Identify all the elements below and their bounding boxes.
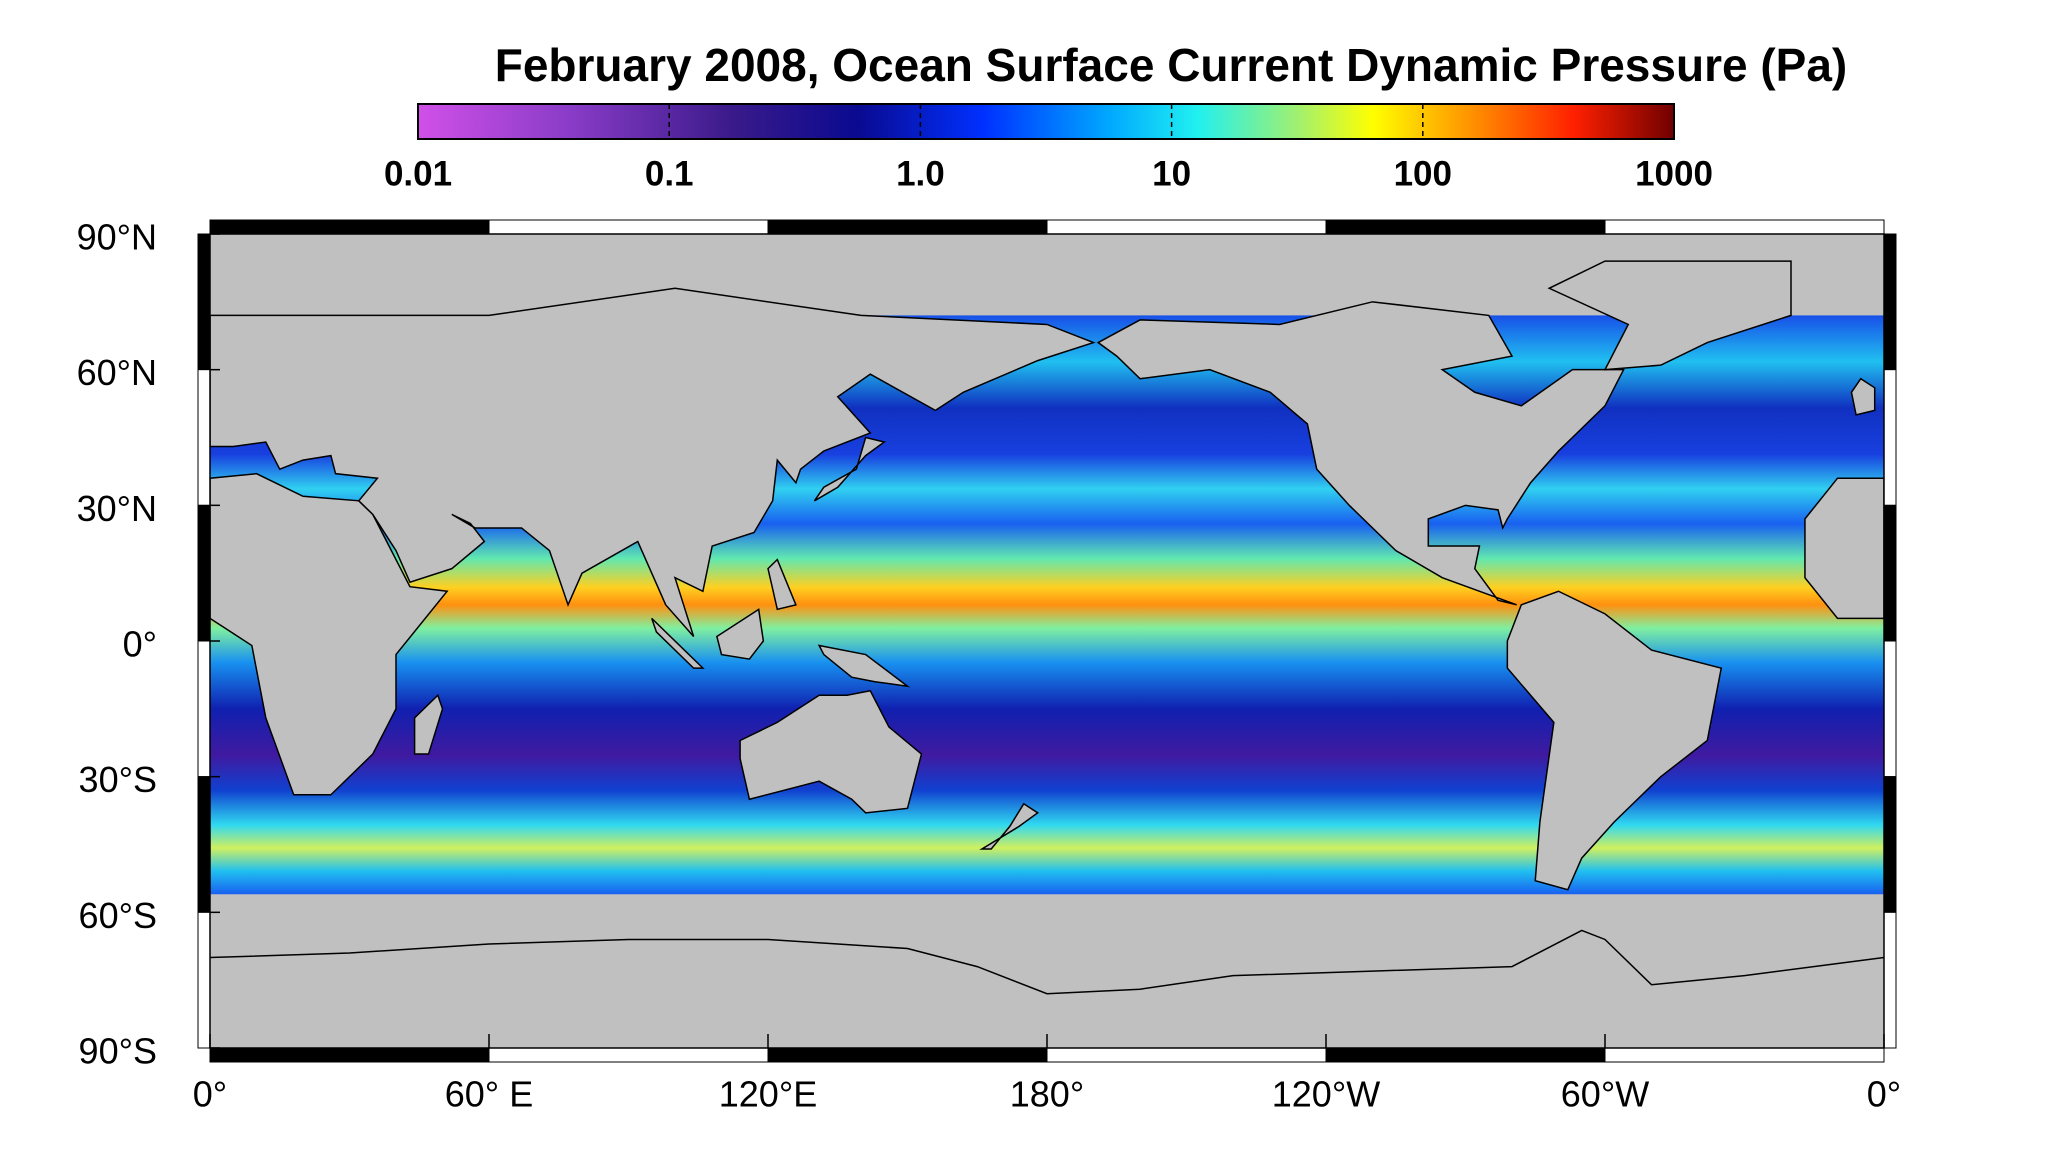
border-stripe bbox=[197, 369, 211, 506]
border-stripe bbox=[1883, 369, 1897, 506]
colorbar-tick-label: 100 bbox=[1394, 154, 1452, 193]
colorbar-tick-label: 1.0 bbox=[896, 154, 945, 193]
colorbar-tick-label: 1000 bbox=[1635, 154, 1713, 193]
land bbox=[651, 617, 705, 669]
y-tick-label: 30°N bbox=[77, 488, 157, 529]
land bbox=[209, 472, 449, 796]
x-tick-label: 120°E bbox=[719, 1074, 817, 1115]
y-tick-label: 90°N bbox=[77, 217, 157, 258]
border-stripe bbox=[197, 504, 211, 642]
antarctic-coast bbox=[209, 929, 1885, 995]
border-stripe bbox=[197, 911, 211, 1049]
border-stripe bbox=[1325, 219, 1606, 235]
border-stripe bbox=[1883, 911, 1897, 1049]
land bbox=[715, 608, 765, 660]
border-stripe bbox=[488, 1047, 769, 1063]
border-stripe bbox=[1604, 1047, 1885, 1063]
y-tick-label: 60°S bbox=[79, 895, 157, 936]
x-tick-label: 0° bbox=[193, 1074, 227, 1115]
land bbox=[1850, 377, 1876, 416]
land bbox=[979, 802, 1040, 850]
map bbox=[209, 234, 1885, 1048]
y-tick-label: 90°S bbox=[79, 1031, 157, 1072]
land bbox=[1096, 301, 1625, 606]
border-stripe bbox=[1883, 776, 1897, 913]
border-stripe bbox=[1883, 233, 1897, 371]
border-stripe bbox=[197, 233, 211, 371]
border-stripe bbox=[1883, 640, 1897, 778]
border-stripe bbox=[488, 219, 769, 235]
x-tick-label: 180° bbox=[1010, 1074, 1084, 1115]
border-stripe bbox=[197, 640, 211, 778]
border-stripe bbox=[767, 219, 1048, 235]
y-tick-label: 30°S bbox=[79, 759, 157, 800]
colorbar bbox=[417, 103, 1675, 140]
land bbox=[817, 644, 911, 688]
x-tick-label: 60°W bbox=[1561, 1074, 1649, 1115]
x-tick-label: 60° E bbox=[445, 1074, 533, 1115]
x-tick-label: 0° bbox=[1867, 1074, 1901, 1115]
border-stripe bbox=[209, 219, 490, 235]
land bbox=[1547, 260, 1792, 371]
land bbox=[739, 689, 923, 814]
land bbox=[1506, 590, 1723, 891]
colorbar-tick-label: 0.01 bbox=[384, 154, 452, 193]
border-stripe bbox=[1046, 1047, 1327, 1063]
colorbar-tick-label: 0.1 bbox=[645, 154, 694, 193]
border-stripe bbox=[209, 1047, 490, 1063]
y-tick-label: 0° bbox=[123, 624, 157, 665]
border-stripe bbox=[1046, 219, 1327, 235]
border-stripe bbox=[197, 776, 211, 913]
land bbox=[209, 287, 1096, 637]
colorbar-tick-label: 10 bbox=[1152, 154, 1191, 193]
land bbox=[813, 436, 886, 502]
title: February 2008, Ocean Surface Current Dyn… bbox=[495, 39, 1848, 91]
border-stripe bbox=[767, 1047, 1048, 1063]
border-stripe bbox=[1325, 1047, 1606, 1063]
land bbox=[767, 558, 797, 611]
border-stripe bbox=[1604, 219, 1885, 235]
land bbox=[413, 693, 444, 755]
border-stripe bbox=[1883, 504, 1897, 642]
y-tick-label: 60°N bbox=[77, 352, 157, 393]
x-tick-label: 120°W bbox=[1272, 1074, 1380, 1115]
